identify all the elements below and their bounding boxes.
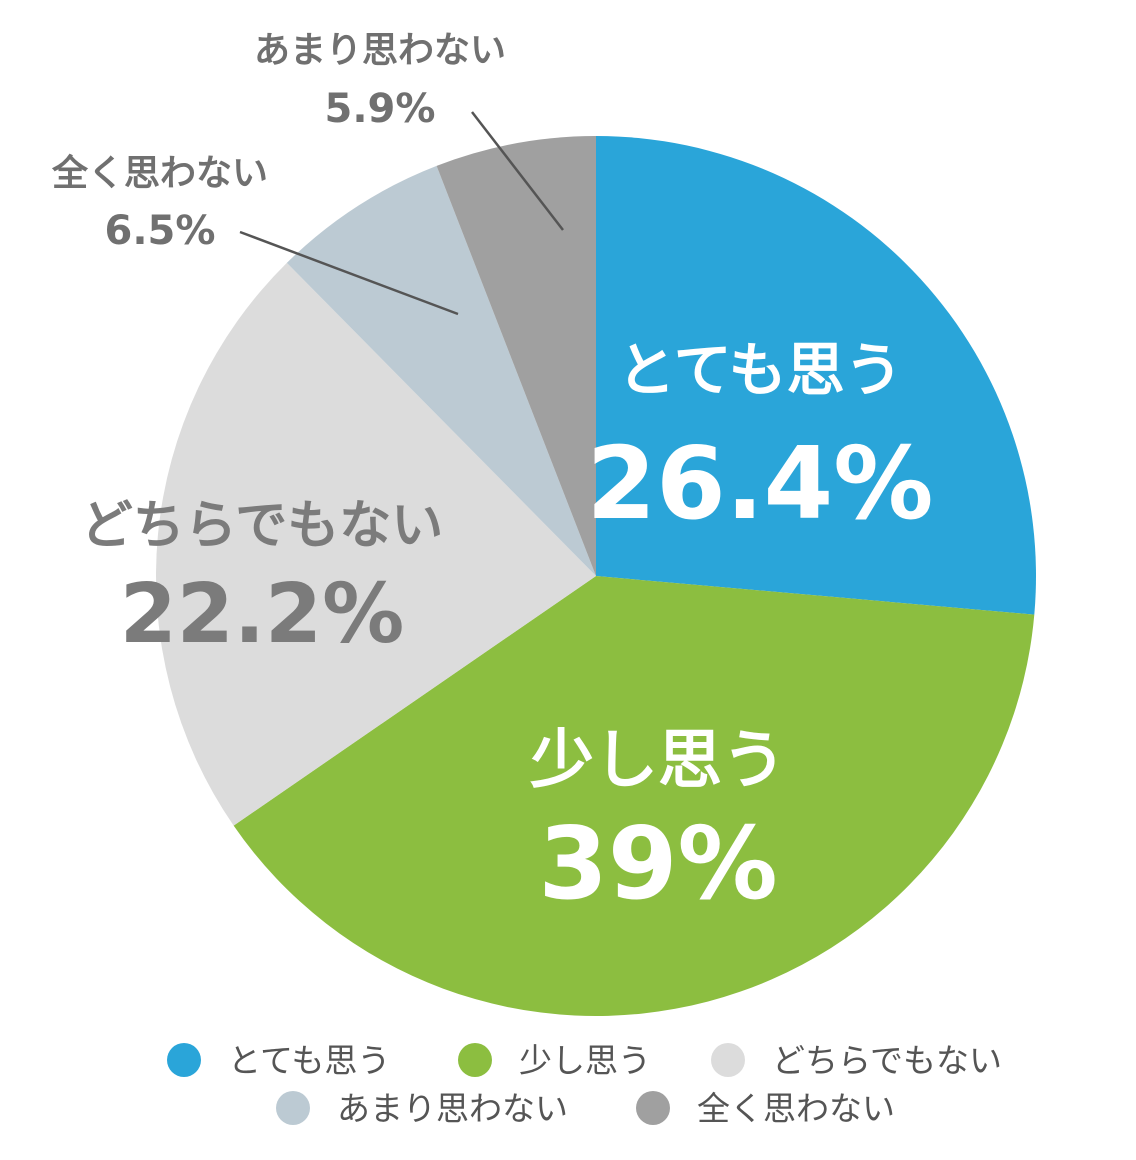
leader-line-4	[239, 230, 459, 316]
slice-label-3: どちらでもない	[81, 496, 443, 556]
pie-slice-2	[233, 576, 1035, 1017]
legend-marker-3	[711, 1043, 745, 1077]
slice-value-4: 6.5%	[105, 208, 216, 254]
slice-label-2: 少し思う	[530, 724, 786, 798]
leader-line-5	[471, 111, 564, 231]
pie-slice-3	[155, 262, 596, 826]
legend-label-1: とても思う	[228, 1041, 390, 1080]
pie-slice-5	[436, 136, 596, 576]
legend-label-5: 全く思わない	[697, 1089, 895, 1128]
pie-slice-1	[596, 136, 1037, 615]
slice-label-5: あまり思わない	[254, 30, 506, 71]
legend-label-2: 少し思う	[519, 1041, 651, 1080]
slice-label-1: とても思う	[617, 336, 902, 404]
slice-value-3: 22.2%	[120, 567, 404, 662]
slice-label-4: 全く思わない	[51, 152, 268, 194]
legend-marker-2	[458, 1043, 492, 1077]
slice-value-1: 26.4%	[587, 425, 934, 542]
slice-value-5: 5.9%	[325, 86, 436, 132]
pie-slices	[155, 136, 1037, 1017]
legend-label-4: あまり思わない	[337, 1089, 568, 1128]
leader-lines	[239, 111, 564, 316]
legend-marker-5	[636, 1091, 670, 1125]
legend-marker-4	[276, 1091, 310, 1125]
legend-marker-1	[167, 1043, 201, 1077]
legend-label-3: どちらでもない	[772, 1041, 1002, 1080]
slice-value-2: 39%	[538, 805, 777, 922]
pie-slice-4	[286, 165, 596, 576]
